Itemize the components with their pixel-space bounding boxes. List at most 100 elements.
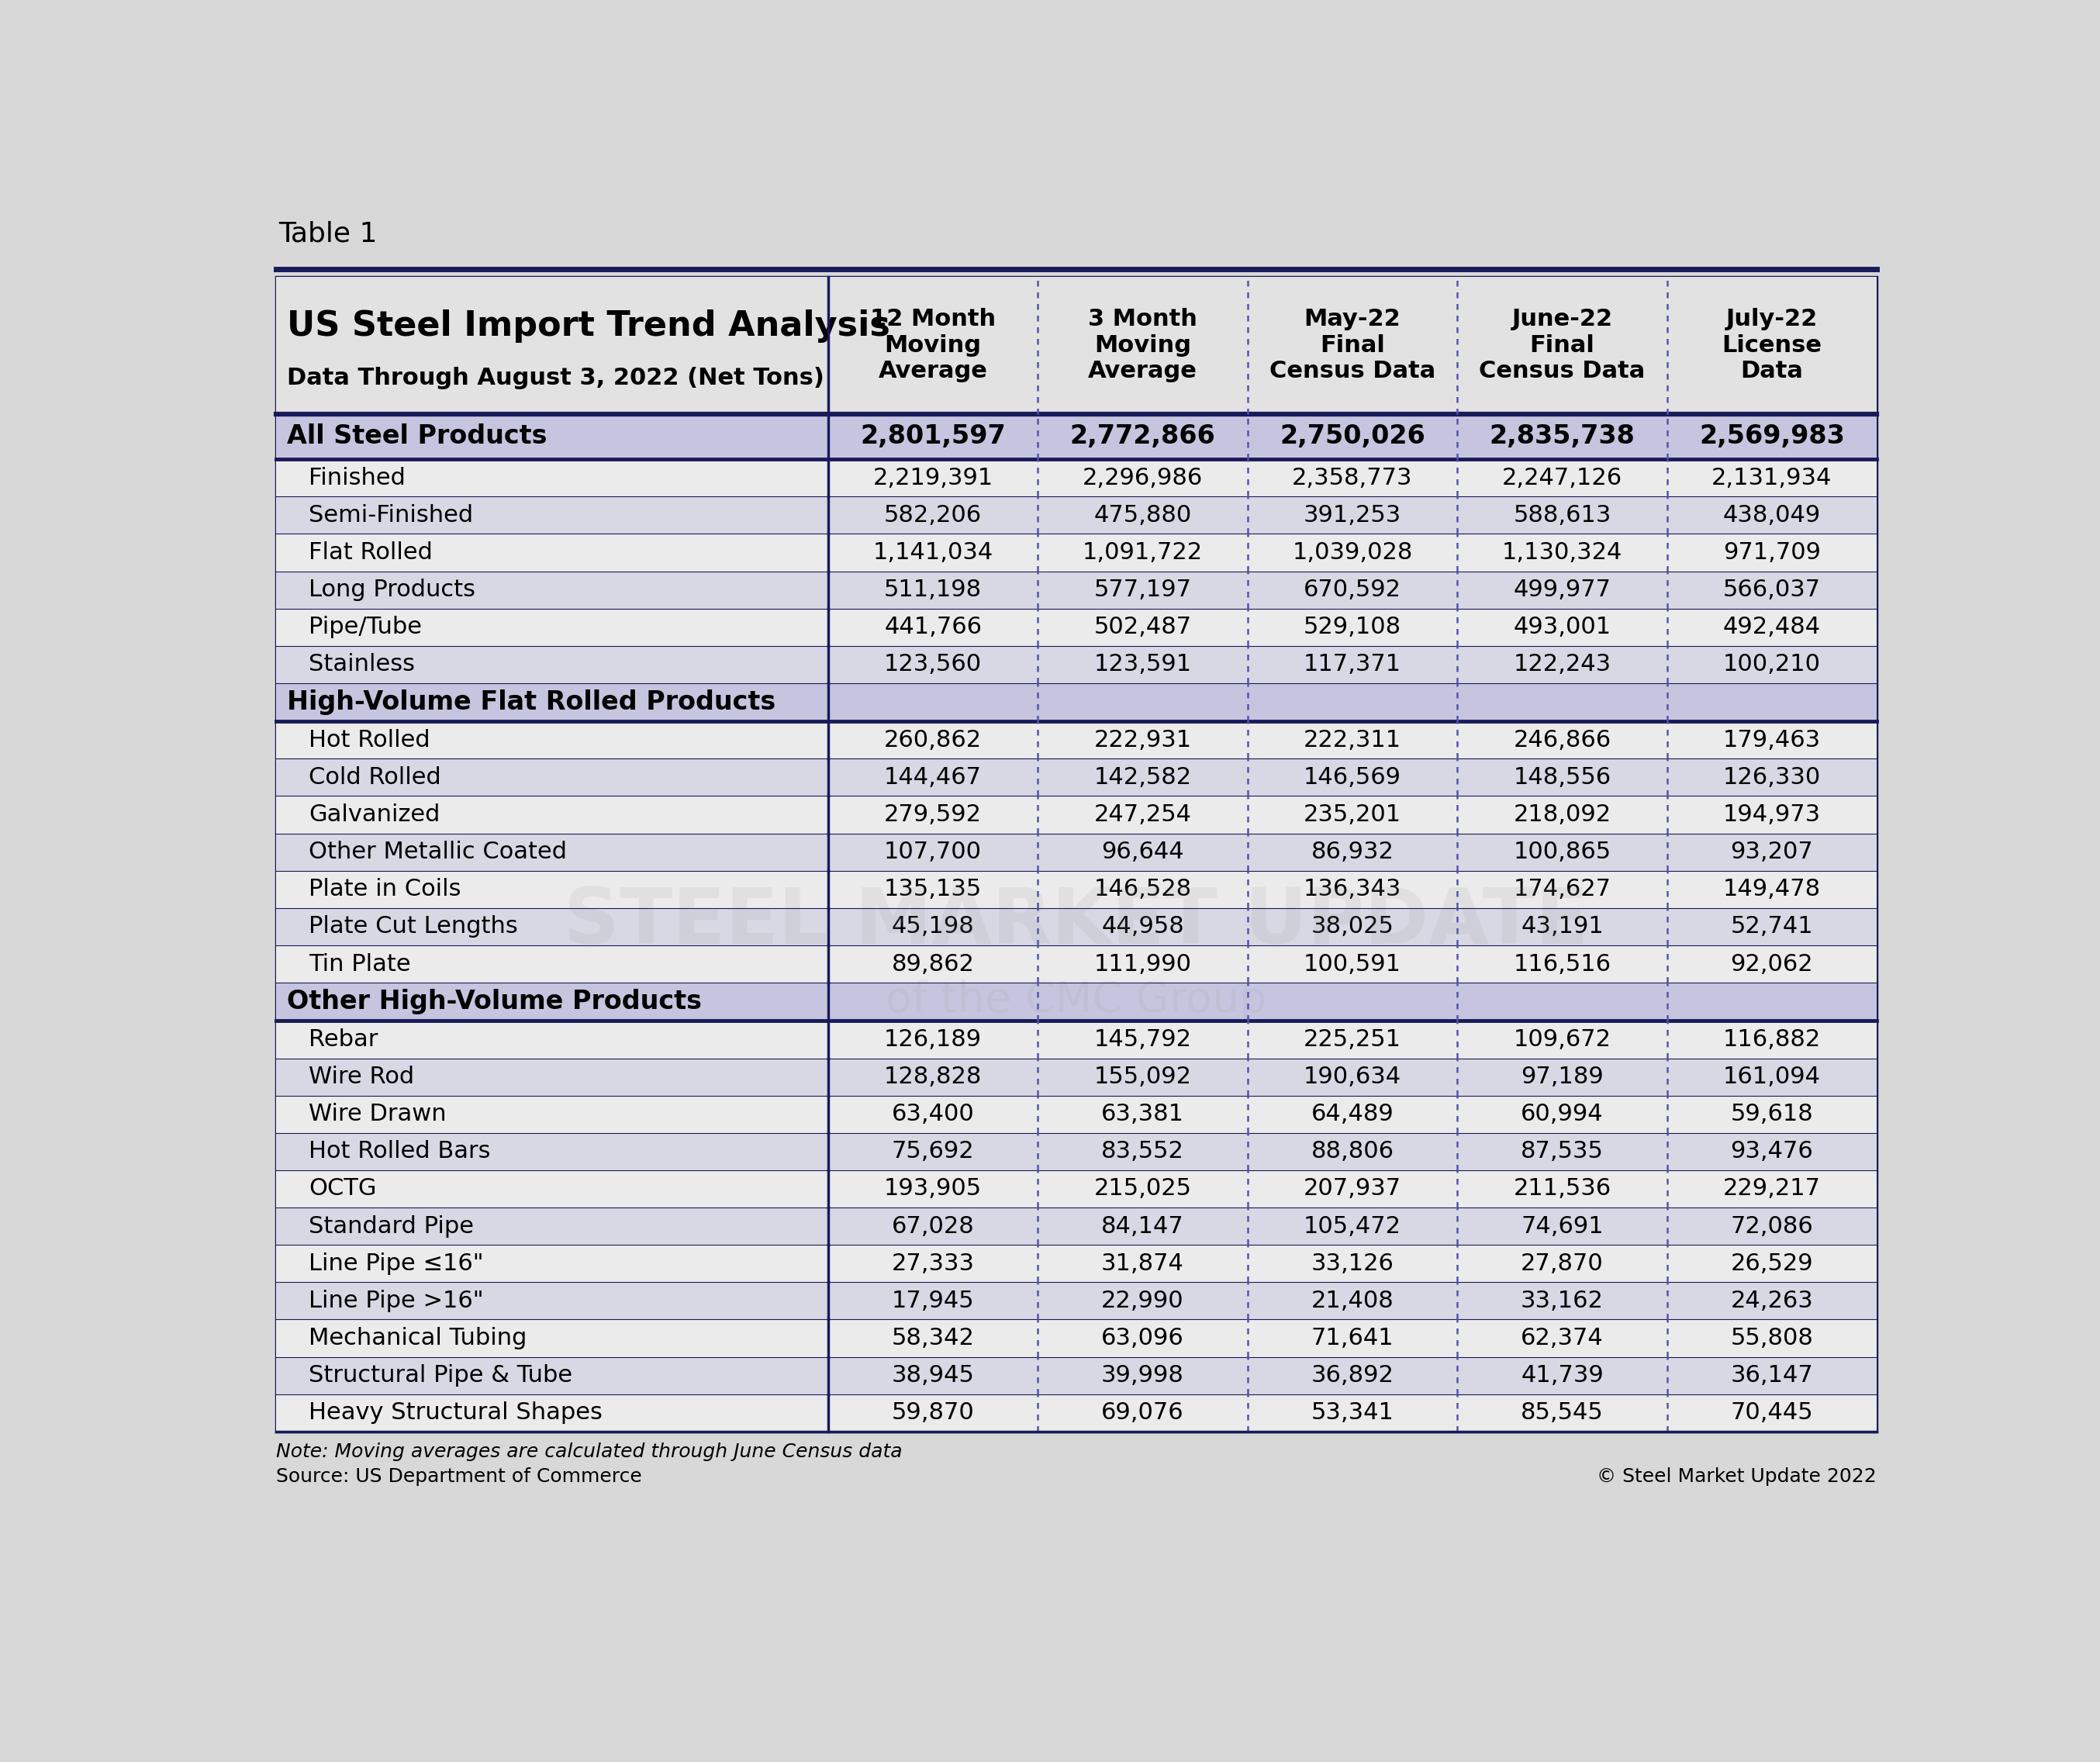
Bar [275, 1283, 1877, 1320]
Text: 33,126: 33,126 [1310, 1253, 1394, 1274]
Text: 70,445: 70,445 [1730, 1401, 1812, 1424]
Text: 146,528: 146,528 [1094, 877, 1191, 900]
Text: 84,147: 84,147 [1100, 1216, 1184, 1237]
Text: 21,408: 21,408 [1310, 1290, 1394, 1313]
Bar [275, 1170, 1877, 1207]
Text: Wire Rod: Wire Rod [309, 1066, 414, 1089]
Text: 207,937: 207,937 [1304, 1177, 1401, 1200]
Text: Data Through August 3, 2022 (Net Tons): Data Through August 3, 2022 (Net Tons) [286, 366, 823, 389]
Text: 67,028: 67,028 [892, 1216, 974, 1237]
Text: 193,905: 193,905 [884, 1177, 983, 1200]
Text: Mechanical Tubing: Mechanical Tubing [309, 1327, 527, 1350]
Text: 93,476: 93,476 [1730, 1140, 1812, 1163]
Text: Wire Drawn: Wire Drawn [309, 1103, 447, 1126]
Text: 45,198: 45,198 [892, 916, 974, 937]
Text: 17,945: 17,945 [892, 1290, 974, 1313]
Text: 43,191: 43,191 [1520, 916, 1604, 937]
Text: 3 Month
Moving
Average: 3 Month Moving Average [1088, 308, 1197, 382]
Text: 71,641: 71,641 [1310, 1327, 1394, 1350]
Text: 12 Month
Moving
Average: 12 Month Moving Average [869, 308, 995, 382]
Text: 260,862: 260,862 [884, 729, 983, 751]
Bar [275, 277, 1877, 414]
Text: Plate Cut Lengths: Plate Cut Lengths [309, 916, 519, 937]
Text: 2,296,986: 2,296,986 [1082, 467, 1203, 490]
Text: 63,381: 63,381 [1100, 1103, 1184, 1126]
Text: 69,076: 69,076 [1100, 1401, 1184, 1424]
Text: 235,201: 235,201 [1304, 803, 1401, 826]
Text: 109,672: 109,672 [1514, 1029, 1611, 1050]
Bar [275, 796, 1877, 833]
Text: of the CMC Group: of the CMC Group [886, 980, 1266, 1020]
Text: 582,206: 582,206 [884, 504, 983, 527]
Text: 174,627: 174,627 [1514, 877, 1611, 900]
Text: Line Pipe >16": Line Pipe >16" [309, 1290, 483, 1313]
Text: 83,552: 83,552 [1100, 1140, 1184, 1163]
Text: Source: US Department of Commerce: Source: US Department of Commerce [275, 1468, 643, 1485]
Text: 123,560: 123,560 [884, 654, 983, 677]
Text: 53,341: 53,341 [1310, 1401, 1394, 1424]
Text: 117,371: 117,371 [1304, 654, 1401, 677]
Text: 100,210: 100,210 [1724, 654, 1821, 677]
Text: 63,400: 63,400 [892, 1103, 974, 1126]
Text: 438,049: 438,049 [1722, 504, 1821, 527]
Bar [275, 460, 1877, 497]
Text: 155,092: 155,092 [1094, 1066, 1191, 1089]
Text: Structural Pipe & Tube: Structural Pipe & Tube [309, 1364, 573, 1387]
Text: 577,197: 577,197 [1094, 578, 1191, 601]
Text: Pipe/Tube: Pipe/Tube [309, 617, 422, 638]
Text: 222,931: 222,931 [1094, 729, 1191, 751]
Text: 128,828: 128,828 [884, 1066, 983, 1089]
Text: Rebar: Rebar [309, 1029, 378, 1050]
Text: 31,874: 31,874 [1100, 1253, 1184, 1274]
Text: 100,865: 100,865 [1514, 840, 1611, 863]
Text: 142,582: 142,582 [1094, 766, 1191, 789]
Text: May-22
Final
Census Data: May-22 Final Census Data [1268, 308, 1436, 382]
Text: 2,358,773: 2,358,773 [1292, 467, 1413, 490]
Text: 38,025: 38,025 [1310, 916, 1394, 937]
Text: 529,108: 529,108 [1304, 617, 1401, 638]
Text: 149,478: 149,478 [1722, 877, 1821, 900]
Text: 144,467: 144,467 [884, 766, 983, 789]
Text: 2,750,026: 2,750,026 [1279, 425, 1426, 449]
Text: 218,092: 218,092 [1514, 803, 1611, 826]
Text: Long Products: Long Products [309, 578, 475, 601]
Text: 60,994: 60,994 [1520, 1103, 1604, 1126]
Text: 145,792: 145,792 [1094, 1029, 1191, 1050]
Bar [275, 1133, 1877, 1170]
Text: 2,131,934: 2,131,934 [1711, 467, 1831, 490]
Text: 62,374: 62,374 [1520, 1327, 1604, 1350]
Text: 148,556: 148,556 [1514, 766, 1611, 789]
Text: 38,945: 38,945 [892, 1364, 974, 1387]
Text: 126,330: 126,330 [1722, 766, 1821, 789]
Text: 246,866: 246,866 [1514, 729, 1611, 751]
Text: OCTG: OCTG [309, 1177, 376, 1200]
Text: 52,741: 52,741 [1730, 916, 1812, 937]
Text: June-22
Final
Census Data: June-22 Final Census Data [1478, 308, 1644, 382]
Text: 1,141,034: 1,141,034 [874, 541, 993, 564]
Text: 492,484: 492,484 [1722, 617, 1821, 638]
Text: 2,247,126: 2,247,126 [1502, 467, 1623, 490]
Text: 1,130,324: 1,130,324 [1502, 541, 1623, 564]
Text: 58,342: 58,342 [892, 1327, 974, 1350]
Bar [275, 907, 1877, 946]
Bar [275, 571, 1877, 608]
Text: 97,189: 97,189 [1520, 1066, 1604, 1089]
Text: 441,766: 441,766 [884, 617, 983, 638]
Text: Flat Rolled: Flat Rolled [309, 541, 433, 564]
Text: 96,644: 96,644 [1100, 840, 1184, 863]
Bar [275, 1096, 1877, 1133]
Text: 225,251: 225,251 [1304, 1029, 1401, 1050]
Text: 92,062: 92,062 [1730, 953, 1812, 974]
Text: 74,691: 74,691 [1520, 1216, 1604, 1237]
Text: 229,217: 229,217 [1724, 1177, 1821, 1200]
Text: 111,990: 111,990 [1094, 953, 1191, 974]
Text: Hot Rolled Bars: Hot Rolled Bars [309, 1140, 491, 1163]
Text: All Steel Products: All Steel Products [286, 425, 546, 449]
Text: 502,487: 502,487 [1094, 617, 1191, 638]
Text: 116,516: 116,516 [1514, 953, 1611, 974]
Text: Table 1: Table 1 [279, 220, 378, 247]
Text: 179,463: 179,463 [1722, 729, 1821, 751]
Text: 122,243: 122,243 [1514, 654, 1611, 677]
Text: 475,880: 475,880 [1094, 504, 1191, 527]
Text: 24,263: 24,263 [1730, 1290, 1812, 1313]
